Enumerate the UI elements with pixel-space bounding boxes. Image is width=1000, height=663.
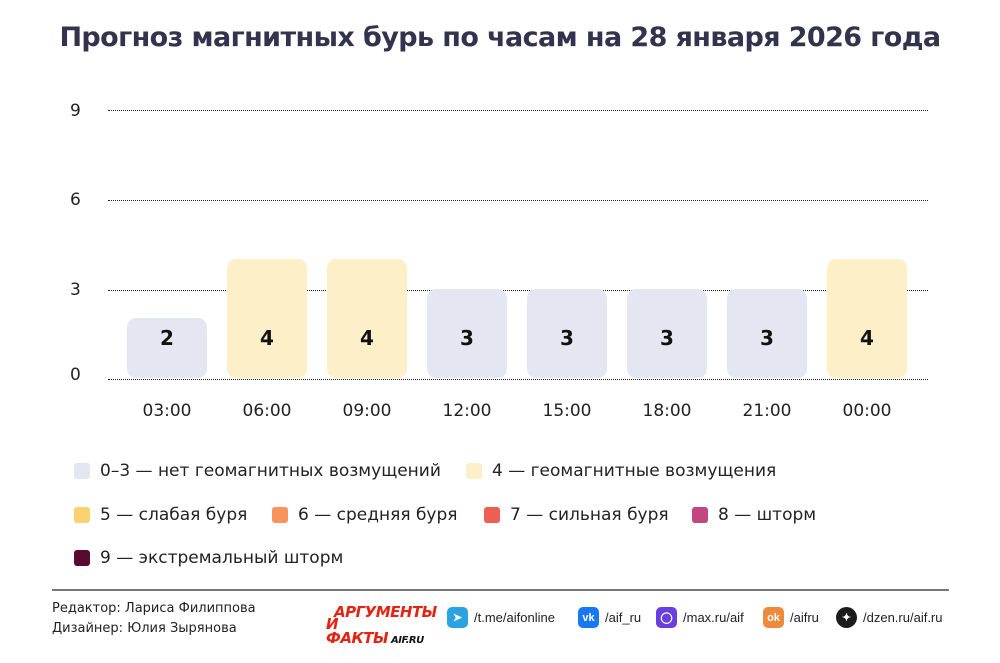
bar-value-label: 3 xyxy=(660,326,674,350)
gridline-0 xyxy=(108,379,928,380)
legend-swatch xyxy=(74,550,90,566)
social-odnoklassniki[interactable]: ok /aifru xyxy=(763,607,819,628)
social-label: /t.me/aifonline xyxy=(474,610,555,625)
footer-divider xyxy=(52,589,949,591)
legend-label: 9 — экстремальный шторм xyxy=(100,548,344,568)
gridline-3 xyxy=(108,290,928,291)
logo-line2-text: И ФАКТЫ xyxy=(326,615,389,647)
logo-line1: АРГУМЕНТЫ xyxy=(334,603,437,621)
dzen-icon: ✦ xyxy=(836,607,857,628)
bar-value-label: 2 xyxy=(160,326,174,350)
credits: Редактор: Лариса Филиппова Дизайнер: Юли… xyxy=(52,599,256,639)
y-tick-6: 6 xyxy=(70,190,81,210)
legend-item: 7 — сильная буря xyxy=(484,505,669,525)
legend-label: 0–3 — нет геомагнитных возмущений xyxy=(100,461,441,481)
legend-item: 8 — шторм xyxy=(692,505,816,525)
designer-credit: Дизайнер: Юлия Зырянова xyxy=(52,621,237,636)
legend-swatch xyxy=(272,507,288,523)
legend-label: 8 — шторм xyxy=(718,505,817,525)
legend-swatch xyxy=(692,507,708,523)
legend-item: 9 — экстремальный шторм xyxy=(74,548,343,568)
legend-label: 5 — слабая буря xyxy=(100,505,248,525)
legend-swatch xyxy=(484,507,500,523)
x-tick: 03:00 xyxy=(142,401,192,421)
gridline-6 xyxy=(108,200,928,201)
bar-value-label: 4 xyxy=(360,326,374,350)
social-dzen[interactable]: ✦ /dzen.ru/aif.ru xyxy=(836,607,943,628)
legend-label: 4 — геомагнитные возмущения xyxy=(492,461,777,481)
telegram-icon: ➤ xyxy=(447,607,468,628)
social-label: /aifru xyxy=(790,610,819,625)
bar-value-label: 3 xyxy=(460,326,474,350)
legend-swatch xyxy=(74,463,90,479)
x-tick: 00:00 xyxy=(842,401,892,421)
x-tick: 12:00 xyxy=(442,401,492,421)
bar xyxy=(527,288,607,378)
aif-logo[interactable]: АРГУМЕНТЫ И ФАКТЫ AIF.RU xyxy=(326,603,437,647)
max-icon: ◯ xyxy=(656,607,677,628)
legend-swatch xyxy=(466,463,482,479)
y-tick-9: 9 xyxy=(70,101,81,121)
odnoklassniki-icon: ok xyxy=(763,607,784,628)
x-tick: 18:00 xyxy=(642,401,692,421)
social-max[interactable]: ◯ /max.ru/aif xyxy=(656,607,744,628)
x-tick: 06:00 xyxy=(242,401,292,421)
bar xyxy=(427,288,507,378)
x-tick: 15:00 xyxy=(542,401,592,421)
chart-title: Прогноз магнитных бурь по часам на 28 ян… xyxy=(59,22,941,53)
bar xyxy=(227,258,307,378)
bar xyxy=(727,288,807,378)
bar-value-label: 4 xyxy=(260,326,274,350)
x-tick: 09:00 xyxy=(342,401,392,421)
legend-label: 7 — сильная буря xyxy=(510,505,669,525)
bar-value-label: 3 xyxy=(560,326,574,350)
x-tick: 21:00 xyxy=(742,401,792,421)
bar-value-label: 4 xyxy=(860,326,874,350)
social-label: /max.ru/aif xyxy=(683,610,744,625)
bar-value-label: 3 xyxy=(760,326,774,350)
legend-item: 6 — средняя буря xyxy=(272,505,458,525)
bar xyxy=(127,318,207,378)
y-tick-0: 0 xyxy=(70,365,81,385)
social-telegram[interactable]: ➤ /t.me/aifonline xyxy=(447,607,555,628)
social-label: /aif_ru xyxy=(605,610,642,625)
gridline-9 xyxy=(108,110,928,111)
social-vk[interactable]: vk /aif_ru xyxy=(578,607,641,628)
bar xyxy=(827,258,907,378)
social-label: /dzen.ru/aif.ru xyxy=(863,610,943,625)
y-tick-3: 3 xyxy=(70,280,81,300)
bar-chart: 9 6 3 0 2 4 4 3 3 3 3 4 03:00 06:00 09:00 12:00… xyxy=(70,101,928,421)
legend-item: 5 — слабая буря xyxy=(74,505,247,525)
vk-icon: vk xyxy=(578,607,599,628)
legend-item: 4 — геомагнитные возмущения xyxy=(466,461,776,481)
bar xyxy=(327,258,407,378)
legend-swatch xyxy=(74,507,90,523)
legend-label: 6 — средняя буря xyxy=(298,505,458,525)
logo-site: AIF.RU xyxy=(391,635,424,646)
editor-credit: Редактор: Лариса Филиппова xyxy=(52,601,256,616)
bar xyxy=(627,288,707,378)
legend-item: 0–3 — нет геомагнитных возмущений xyxy=(74,461,441,481)
logo-line2: И ФАКТЫ AIF.RU xyxy=(326,617,434,648)
